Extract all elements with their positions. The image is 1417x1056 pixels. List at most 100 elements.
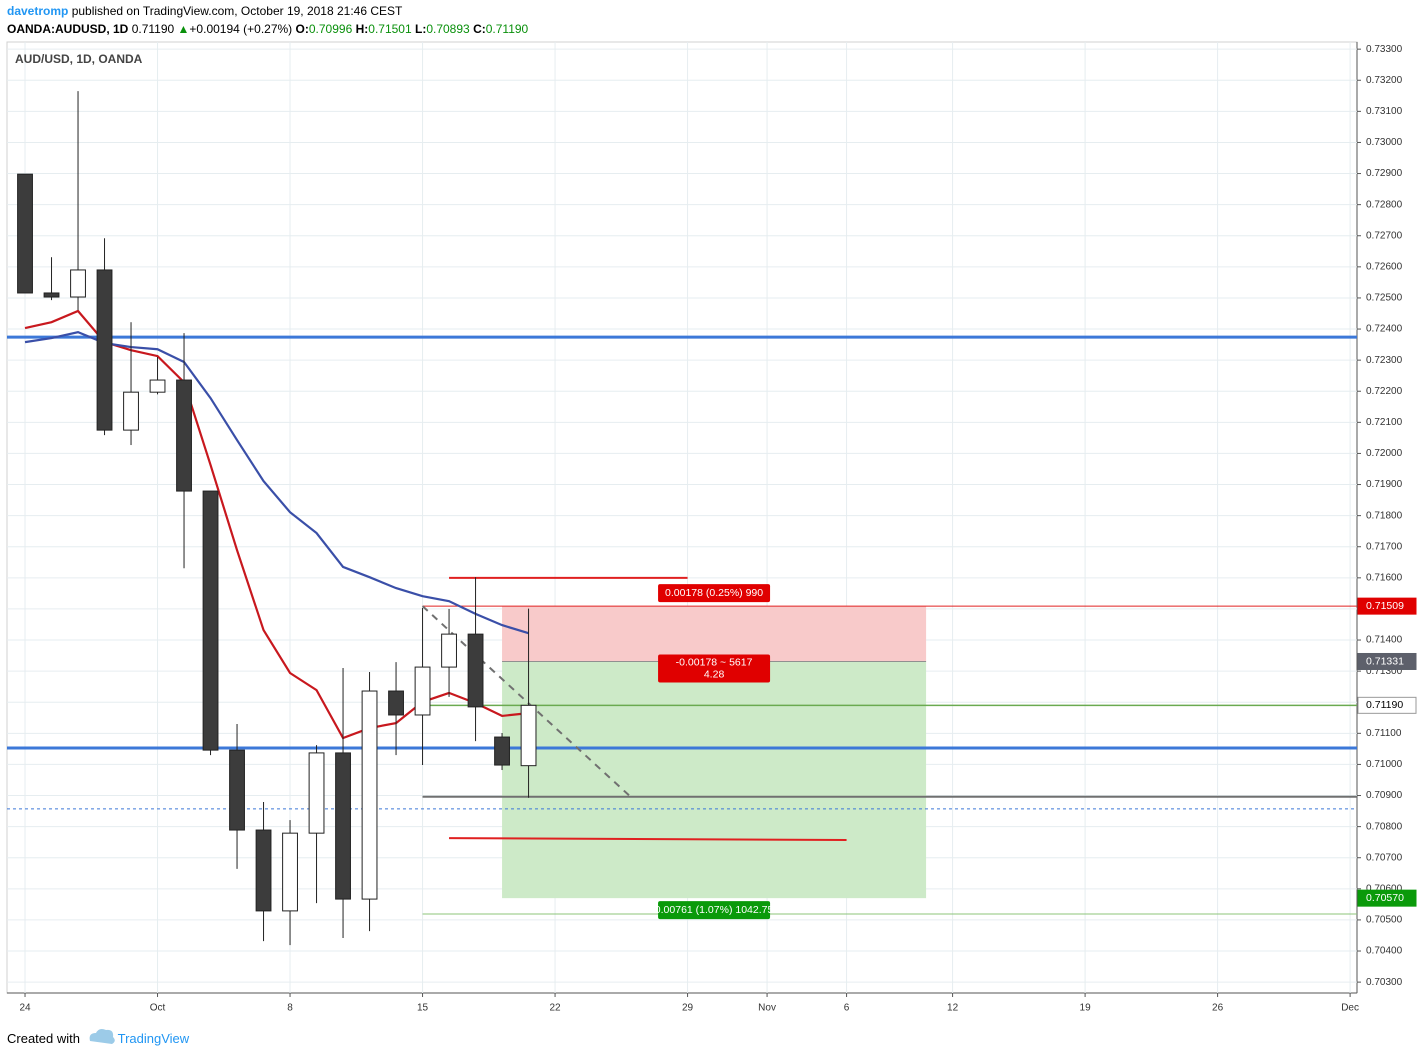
y-tick-label: 0.71700: [1366, 541, 1403, 552]
y-tick-label: 0.73100: [1366, 106, 1403, 117]
x-tick-label: 15: [417, 1003, 429, 1014]
y-tick-label: 0.72200: [1366, 386, 1403, 397]
price-tag: [1357, 652, 1417, 670]
price-tag: [1357, 597, 1417, 615]
trend-line: [449, 837, 847, 841]
y-tick-label: 0.70400: [1366, 946, 1403, 957]
header: davetromp published on TradingView.com, …: [7, 4, 402, 18]
x-tick-label: Oct: [150, 1003, 166, 1014]
y-tick-label: 0.72600: [1366, 261, 1403, 272]
price-tag: [1357, 889, 1417, 907]
y-tick-label: 0.71900: [1366, 479, 1403, 490]
target-label: 0.00761 (1.07%) 1042.75: [655, 901, 774, 920]
legend: OANDA:AUDUSD, 1D 0.71190 ▲+0.00194 (+0.2…: [7, 22, 528, 36]
y-tick-label: 0.71800: [1366, 510, 1403, 521]
x-tick-label: 19: [1080, 1003, 1092, 1014]
candle-body: [335, 752, 351, 900]
x-tick-label: 26: [1212, 1003, 1224, 1014]
o-label: O:: [295, 22, 309, 36]
entry-label-text: 4.28: [704, 668, 725, 680]
candle-body: [308, 752, 325, 834]
target-label-text: 0.00761 (1.07%) 1042.75: [655, 904, 774, 916]
brand[interactable]: TradingView: [117, 1031, 190, 1046]
price-tag: [1357, 696, 1417, 714]
logo: [89, 1029, 115, 1044]
y-tick-label: 0.70700: [1366, 852, 1403, 863]
candle-body: [17, 173, 33, 294]
candle-body: [441, 633, 457, 668]
arrow: ▲: [177, 22, 190, 36]
footer: Created with TradingView: [7, 1031, 189, 1046]
y-tick-label: 0.70800: [1366, 821, 1403, 832]
y-tick-label: 0.72800: [1366, 199, 1403, 210]
chart-title: AUD/USD, 1D, OANDA: [15, 52, 143, 66]
y-tick-label: 0.71300: [1366, 666, 1403, 677]
price-tag-label: 0.71190: [1366, 699, 1403, 711]
x-tick-label: 22: [549, 1003, 561, 1014]
trend-line: [421, 605, 632, 798]
candle-body: [202, 490, 219, 751]
x-tick-label: Dec: [1341, 1003, 1359, 1014]
candle-body: [70, 269, 86, 298]
entry-label-box: [658, 654, 771, 683]
y-tick-label: 0.71400: [1366, 635, 1403, 646]
candle-body: [123, 391, 139, 431]
candle-body: [149, 379, 166, 393]
y-tick-label: 0.72000: [1366, 448, 1403, 459]
x-tick-label: 6: [844, 1003, 850, 1014]
stop-label-box: [658, 584, 771, 603]
author[interactable]: davetromp: [7, 4, 69, 18]
change: +0.00194 (+0.27%): [189, 22, 293, 36]
candle-body: [43, 292, 60, 298]
y-tick-label: 0.70900: [1366, 790, 1403, 801]
y-tick-label: 0.71100: [1366, 728, 1402, 739]
price-tag-label: 0.71509: [1366, 600, 1404, 612]
price-tag-label: 0.71331: [1366, 655, 1404, 667]
y-tick-label: 0.72500: [1366, 293, 1403, 304]
x-tick-label: 8: [287, 1003, 293, 1014]
candle-body: [282, 832, 298, 912]
stop-label: 0.00178 (0.25%) 990: [658, 584, 771, 603]
target-label-box: [658, 901, 771, 920]
y-tick-label: 0.72400: [1366, 324, 1403, 335]
y-tick-label: 0.71600: [1366, 572, 1403, 583]
published: published on TradingView.com, October 19…: [71, 4, 403, 18]
y-tick-label: 0.73000: [1366, 137, 1403, 148]
candle-body: [96, 269, 113, 431]
candle-body: [176, 379, 192, 492]
y-tick-label: 0.73300: [1366, 44, 1403, 55]
candle-body: [229, 749, 245, 831]
y-tick-label: 0.71000: [1366, 759, 1403, 770]
x-tick-label: 29: [682, 1003, 694, 1014]
target-zone: [502, 661, 927, 899]
entry-label-text: -0.00178 ~ 5617: [676, 656, 753, 668]
stop-zone: [502, 606, 927, 662]
l-label: L:: [415, 22, 427, 36]
created: Created with: [7, 1031, 80, 1046]
candle-body: [255, 829, 272, 912]
price: 0.71190: [131, 22, 175, 36]
c: 0.71190: [485, 22, 529, 36]
l: 0.70893: [426, 22, 470, 36]
candle-body: [467, 633, 484, 708]
axes: 0.70300 0.70400 0.70500 0.70600 0.70700 0.708…: [19, 44, 1417, 1014]
c-label: C:: [473, 22, 486, 36]
symbol: OANDA:AUDUSD, 1D: [7, 22, 129, 36]
y-tick-label: 0.72100: [1366, 417, 1403, 428]
candle-body: [494, 736, 510, 766]
x-tick-label: 24: [19, 1003, 31, 1014]
y-tick-label: 0.70300: [1366, 977, 1403, 988]
o: 0.70996: [308, 22, 353, 36]
y-tick-label: 0.72900: [1366, 168, 1403, 179]
candle-body: [414, 666, 431, 716]
h: 0.71501: [368, 22, 412, 36]
y-tick-label: 0.72300: [1366, 355, 1403, 366]
candle-body: [520, 704, 537, 767]
candle-body: [388, 690, 404, 716]
x-tick-label: 12: [947, 1003, 959, 1014]
x-tick-label: Nov: [758, 1003, 776, 1014]
